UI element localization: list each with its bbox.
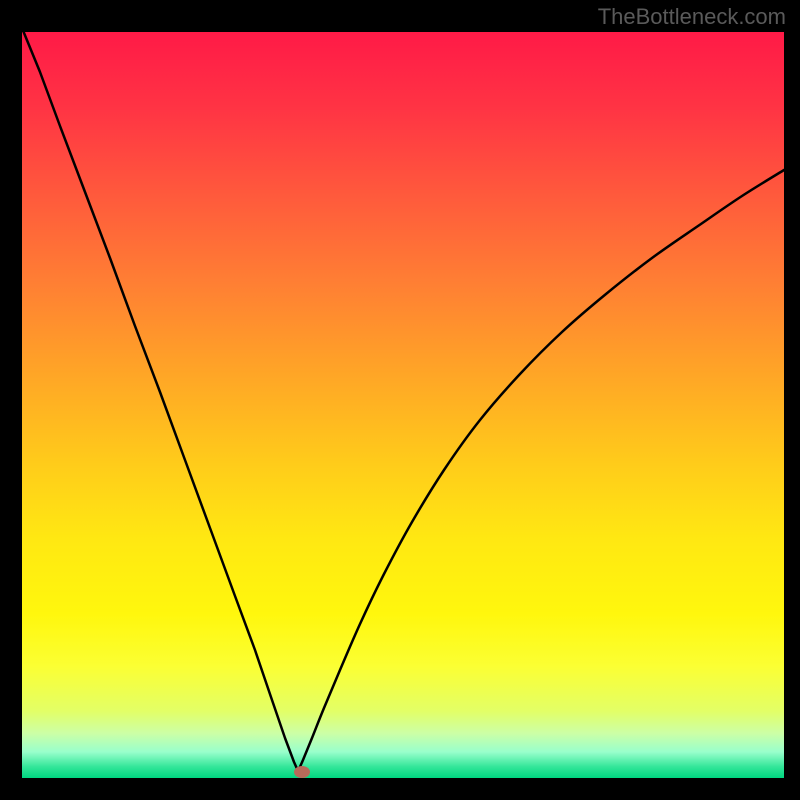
plot-background (22, 32, 784, 778)
bottleneck-curve-chart (0, 0, 800, 800)
watermark-text: TheBottleneck.com (598, 4, 786, 30)
optimal-point-marker (294, 766, 310, 778)
chart-container: TheBottleneck.com (0, 0, 800, 800)
